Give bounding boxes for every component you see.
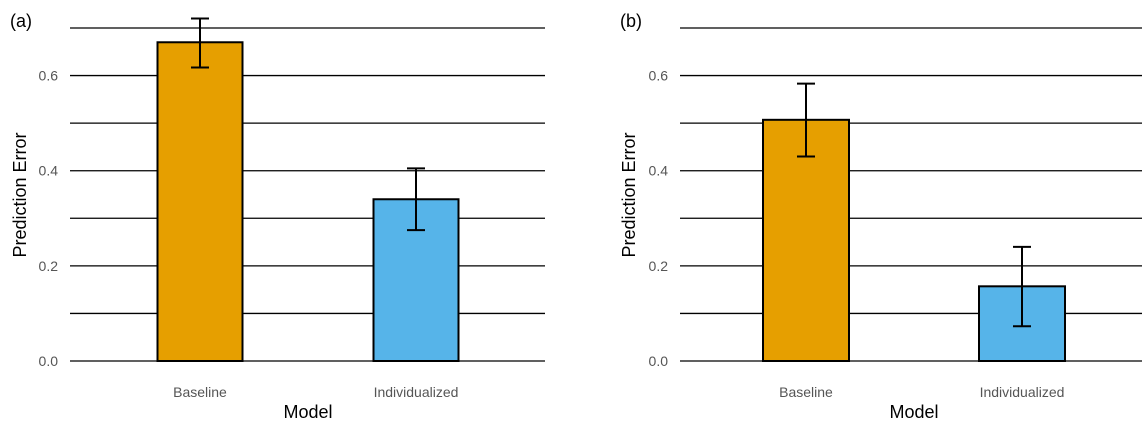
error-bar-individualized (1013, 245, 1031, 328)
y-tick-label: 0.4 (39, 163, 59, 179)
y-tick-label: 0.2 (649, 258, 669, 274)
y-tick-label: 0.4 (649, 163, 669, 179)
error-bar-baseline (191, 17, 209, 69)
y-tick-label: 0.0 (39, 353, 59, 369)
y-tick-label: 0.6 (39, 68, 59, 84)
x-tick-label: Individualized (374, 384, 459, 400)
panel-label: (a) (10, 11, 32, 31)
error-bar-individualized (407, 167, 425, 232)
y-axis-title: Prediction Error (10, 132, 30, 257)
x-axis-title: Model (889, 402, 938, 422)
x-tick-label: Individualized (980, 384, 1065, 400)
y-axis-title: Prediction Error (619, 132, 639, 257)
panel-label: (b) (620, 11, 642, 31)
x-tick-label: Baseline (173, 384, 227, 400)
x-axis-title: Model (283, 402, 332, 422)
bar-baseline (156, 41, 244, 363)
y-tick-label: 0.0 (649, 353, 669, 369)
error-bar-baseline (797, 82, 815, 158)
bar-baseline (762, 118, 850, 363)
y-tick-label: 0.2 (39, 258, 59, 274)
x-tick-label: Baseline (779, 384, 833, 400)
chart-panel-a: (a) 0.0 0.2 0.4 0.6 Baseline Individualized Mod… (10, 11, 545, 422)
y-tick-label: 0.6 (649, 68, 669, 84)
chart-panel-b: (b) 0.0 0.2 0.4 0.6 Baseline Individualized Mod… (619, 11, 1142, 422)
